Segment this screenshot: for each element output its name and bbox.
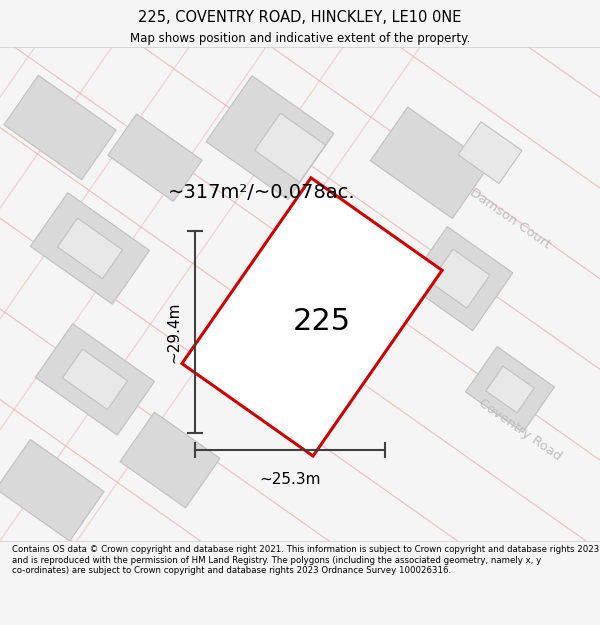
- Polygon shape: [35, 324, 155, 435]
- Text: ~317m²/~0.078ac.: ~317m²/~0.078ac.: [168, 184, 356, 203]
- Polygon shape: [254, 113, 325, 182]
- Polygon shape: [430, 249, 490, 308]
- Text: Contains OS data © Crown copyright and database right 2021. This information is : Contains OS data © Crown copyright and d…: [12, 545, 599, 575]
- Polygon shape: [182, 178, 442, 456]
- Polygon shape: [58, 218, 122, 279]
- Polygon shape: [108, 114, 202, 201]
- Text: Map shows position and indicative extent of the property.: Map shows position and indicative extent…: [130, 32, 470, 45]
- Text: ~25.3m: ~25.3m: [259, 472, 321, 487]
- Polygon shape: [458, 122, 522, 184]
- Polygon shape: [4, 75, 116, 180]
- Text: ~29.4m: ~29.4m: [166, 301, 181, 362]
- Polygon shape: [370, 107, 490, 219]
- Text: 225, COVENTRY ROAD, HINCKLEY, LE10 0NE: 225, COVENTRY ROAD, HINCKLEY, LE10 0NE: [139, 10, 461, 25]
- Polygon shape: [62, 349, 128, 410]
- Polygon shape: [206, 76, 334, 199]
- Polygon shape: [466, 346, 554, 432]
- Polygon shape: [407, 227, 513, 331]
- Text: Damson Court: Damson Court: [467, 186, 553, 251]
- Text: 225: 225: [293, 308, 351, 336]
- Text: Coventry Road: Coventry Road: [476, 396, 564, 463]
- Polygon shape: [486, 366, 534, 413]
- Polygon shape: [31, 192, 149, 304]
- Polygon shape: [0, 439, 104, 541]
- Polygon shape: [120, 412, 220, 508]
